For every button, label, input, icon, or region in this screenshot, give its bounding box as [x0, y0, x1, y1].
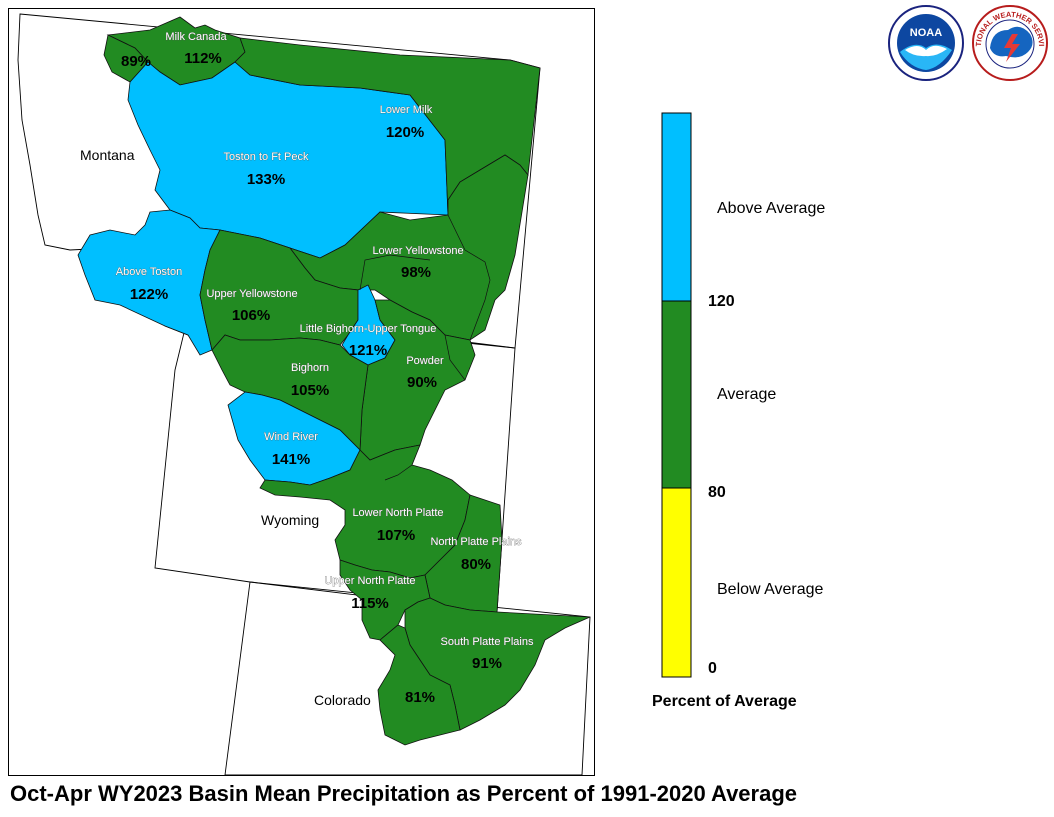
basin-pct-south-platte-plains: 91% [472, 655, 502, 672]
basins-layer [77, 16, 591, 746]
basin-above-toston[interactable] [77, 209, 221, 356]
basin-south-platte-west[interactable] [377, 624, 461, 746]
basin-pct-bighorn: 105% [291, 382, 329, 399]
legend-label-above: Above Average [717, 200, 825, 217]
legend-swatch-average [661, 300, 692, 489]
basin-pct-little-bighorn-upper-tongue: 121% [349, 342, 387, 359]
basin-name-upper-north-platte: Upper North Platte [324, 575, 415, 587]
basin-name-south-platte-plains: South Platte Plains [441, 636, 534, 648]
sub-basin-line [384, 464, 413, 481]
basin-pct-milk-canada: 112% [184, 50, 222, 67]
basin-pct-north-platte-plains: 80% [461, 556, 491, 573]
basin-name-lower-yellowstone: Lower Yellowstone [372, 245, 463, 257]
state-label-wyoming: Wyoming [261, 512, 319, 528]
legend-tick-80: 80 [708, 484, 726, 501]
basin-pct-upper-yellowstone: 106% [232, 307, 270, 324]
legend-title: Percent of Average [652, 693, 797, 710]
noaa-logo: NOAA [888, 5, 964, 81]
basin-pct-powder: 90% [407, 374, 437, 391]
noaa-logo-text: NOAA [910, 27, 942, 39]
basin-pct-lower-yellowstone: 98% [401, 264, 431, 281]
basin-name-little-bighorn-upper-tongue: Little Bighorn-Upper Tongue [300, 323, 437, 335]
basin-name-north-platte-plains: North Platte Plains [430, 536, 522, 548]
basin-pct-lower-milk: 120% [386, 124, 424, 141]
basin-name-above-toston: Above Toston [116, 266, 182, 278]
state-label-montana: Montana [80, 147, 135, 163]
basin-name-milk-canada: Milk Canada [165, 31, 227, 43]
basin-labels: Milk Canada 112% 89% Lower Milk 120% Tos… [115, 31, 534, 706]
legend-label-average: Average [717, 386, 776, 403]
basin-name-bighorn: Bighorn [291, 362, 329, 374]
basin-name-toston-ft-peck: Toston to Ft Peck [224, 151, 309, 163]
basin-pct-above-toston: 122% [130, 286, 168, 303]
basin-pct-milk-west: 89% [121, 53, 151, 70]
basin-pct-upper-north-platte: 115% [351, 595, 389, 612]
noaa-seagull-wing-icon [905, 45, 947, 57]
basin-name-wind-river: Wind River [264, 431, 318, 443]
basin-pct-wind-river: 141% [272, 451, 310, 468]
legend-swatch-below [661, 487, 692, 678]
basin-pct-south-platte-west: 81% [405, 689, 435, 706]
basin-name-lower-milk: Lower Milk [380, 104, 433, 116]
basin-pct-toston-ft-peck: 133% [247, 171, 285, 188]
legend-label-below: Below Average [717, 581, 824, 598]
page-title: Oct-Apr WY2023 Basin Mean Precipitation … [10, 781, 798, 806]
state-label-colorado: Colorado [314, 692, 371, 708]
sub-basin-line [444, 334, 466, 381]
legend-swatch-above [661, 112, 692, 302]
sub-basin-lines [359, 214, 491, 481]
legend-tick-0: 0 [708, 660, 717, 677]
legend-tick-120: 120 [708, 293, 735, 310]
sub-basin-line [359, 254, 431, 291]
nws-lightning-icon [1004, 34, 1020, 62]
basin-pct-lower-north-platte: 107% [377, 527, 415, 544]
basin-name-lower-north-platte: Lower North Platte [352, 507, 443, 519]
state-labels: Montana Wyoming Colorado [80, 147, 371, 708]
sub-basin-line [447, 214, 491, 341]
legend: Above Average Average Below Average 120 … [652, 112, 825, 710]
basin-name-upper-yellowstone: Upper Yellowstone [206, 288, 297, 300]
basin-name-powder: Powder [406, 355, 444, 367]
